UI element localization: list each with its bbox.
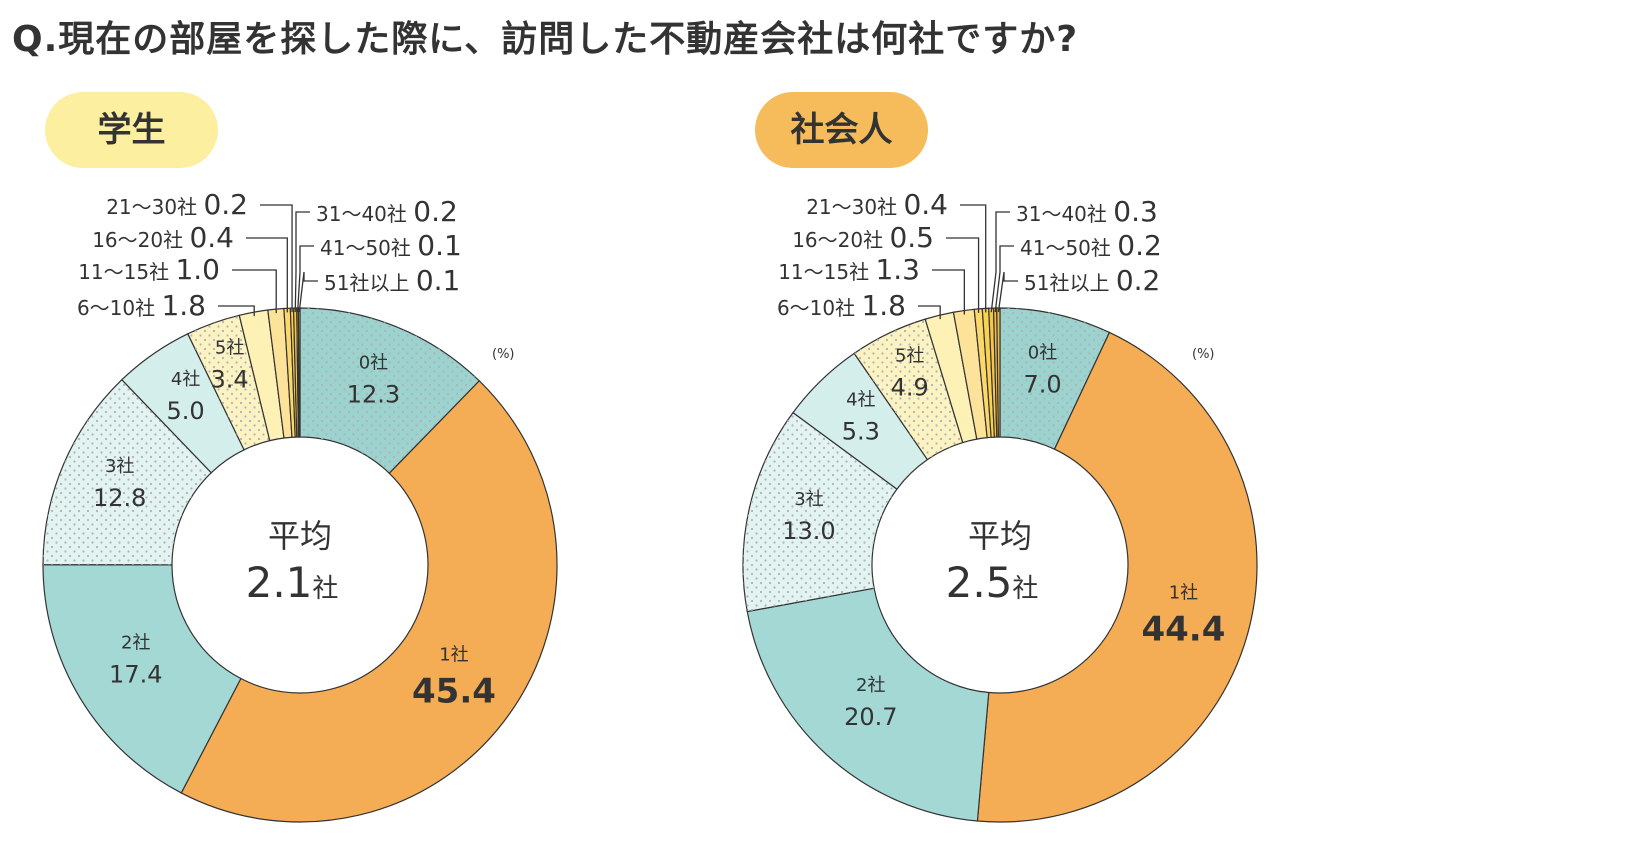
donut-segment-pattern-3 (743, 412, 897, 612)
segment-category-label-5: 5社 (215, 337, 244, 358)
unit-label: (%) (492, 347, 515, 362)
average-value: 2.5社 (946, 558, 1039, 607)
segment-category-label-0: 0社 (1028, 343, 1057, 364)
callout-leader-6 (918, 305, 941, 320)
segment-category-label-1: 1社 (1169, 583, 1198, 604)
average-label: 平均 (268, 517, 332, 555)
donut-segment-pattern-5 (187, 315, 270, 450)
callout-label-11: 41〜50社 0.1 (320, 229, 462, 262)
segment-value-label-2: 17.4 (109, 660, 162, 688)
callout-label-12: 51社以上 0.1 (324, 264, 460, 297)
segment-value-label-3: 13.0 (782, 517, 835, 545)
donut-segment-1 (976, 331, 1258, 823)
donut-segment-2 (42, 563, 242, 794)
callout-label-10: 31〜40社 0.3 (1016, 195, 1158, 228)
segment-value-label-5: 3.4 (211, 365, 249, 393)
callout-label-10: 31〜40社 0.2 (316, 195, 458, 228)
callout-leader-11 (296, 245, 314, 313)
callout-leader-12 (997, 271, 1018, 313)
callout-label-12: 51社以上 0.2 (1024, 264, 1160, 297)
callout-leader-10 (294, 211, 310, 313)
segment-value-label-4: 5.3 (842, 417, 880, 445)
callout-leader-9 (960, 204, 987, 313)
callout-label-7: 11〜15社 1.0 (78, 253, 220, 286)
segment-value-label-4: 5.0 (167, 397, 205, 425)
donut-segment-pattern-3 (43, 379, 212, 565)
segment-value-label-3: 12.8 (93, 484, 146, 512)
segment-category-label-4: 4社 (171, 369, 200, 390)
segment-value-label-1: 44.4 (1141, 610, 1225, 650)
segment-category-label-4: 4社 (846, 389, 875, 410)
worker-group-badge: 社会人 (755, 92, 928, 168)
unit-label: (%) (1192, 347, 1215, 362)
segment-category-label-5: 5社 (895, 346, 924, 367)
donut-segment-1 (180, 380, 558, 823)
callout-leader-8 (946, 237, 980, 313)
segment-value-label-1: 45.4 (412, 671, 496, 711)
callout-label-6: 6〜10社 1.8 (77, 289, 206, 322)
callout-label-9: 21〜30社 0.4 (806, 188, 948, 221)
segment-value-label-5: 4.9 (891, 374, 929, 402)
callout-leader-11 (994, 245, 1014, 313)
segment-value-label-2: 20.7 (844, 703, 897, 731)
callout-label-8: 16〜20社 0.5 (792, 221, 934, 254)
donut-segment-pattern-0 (300, 308, 480, 474)
callout-label-7: 11〜15社 1.3 (778, 253, 920, 286)
callout-leader-6 (218, 305, 255, 317)
segment-category-label-2: 2社 (856, 675, 885, 696)
callout-label-9: 21〜30社 0.2 (106, 188, 248, 221)
donut-segment-pattern-0 (1000, 308, 1110, 450)
donut-segment-2 (746, 587, 990, 822)
student-donut-chart: 0社 12.3 1社 45.4 2社 17.4 3社 12.8 4社 5.0 5社 3.4 6〜10社 … (42, 188, 558, 823)
callout-label-6: 6〜10社 1.8 (777, 289, 906, 322)
callout-label-8: 16〜20社 0.4 (92, 221, 234, 254)
callout-leader-8 (246, 237, 288, 313)
callout-leader-12 (298, 271, 318, 313)
segment-value-label-0: 12.3 (347, 380, 400, 408)
page-title: Q.現在の部屋を探した際に、訪問した不動産会社は何社ですか? (12, 19, 1079, 60)
donut-segment-12 (996, 307, 1001, 438)
segment-category-label-2: 2社 (121, 632, 150, 653)
callout-leader-10 (990, 211, 1010, 313)
callout-leader-9 (260, 204, 293, 313)
worker-donut-chart: 0社 7.0 1社 44.4 2社 20.7 3社 13.0 4社 5.3 5社 4.9 6〜10社 1… (742, 188, 1258, 823)
donut-segment-12 (297, 307, 301, 438)
callout-label-11: 41〜50社 0.2 (1020, 229, 1162, 262)
segment-value-label-0: 7.0 (1023, 371, 1061, 399)
callout-leader-7 (232, 269, 277, 314)
average-value: 2.1社 (246, 558, 339, 607)
callout-leader-7 (932, 269, 966, 315)
average-label: 平均 (968, 517, 1032, 555)
segment-category-label-0: 0社 (359, 352, 388, 373)
student-group-badge: 学生 (45, 92, 218, 168)
segment-category-label-1: 1社 (439, 644, 468, 665)
segment-category-label-3: 3社 (105, 456, 134, 477)
segment-category-label-3: 3社 (794, 489, 823, 510)
